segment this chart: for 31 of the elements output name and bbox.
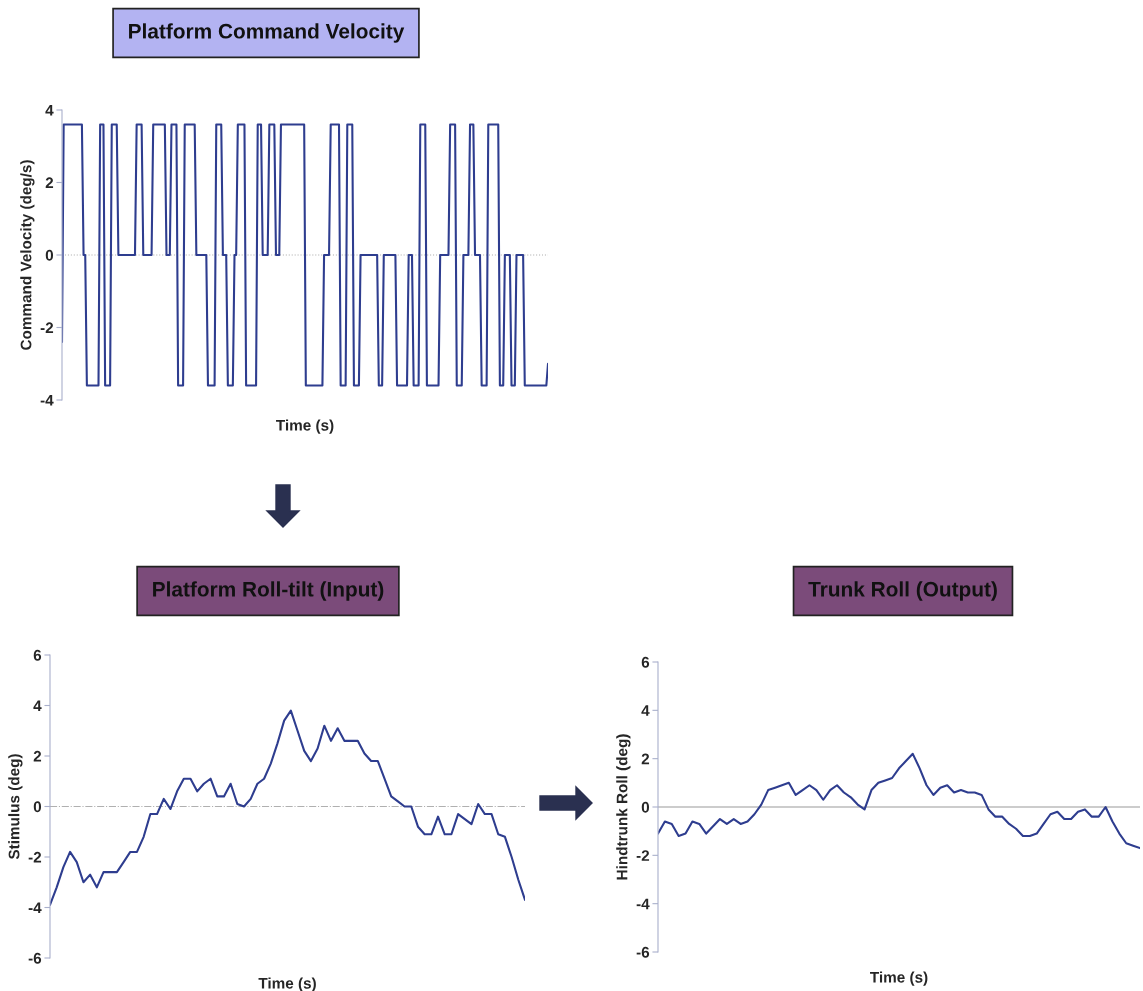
y-axis-title: Stimulus (deg) [8, 754, 23, 860]
y-tick-label: 2 [45, 177, 54, 189]
y-tick-label: -2 [636, 850, 650, 861]
line-series [658, 752, 1140, 850]
y-tick-label: -4 [40, 395, 54, 406]
y-tick-label: -2 [40, 322, 54, 334]
y-axis-title: Command Velocity (deg/s) [20, 160, 35, 350]
y-tick-label: -4 [636, 898, 650, 910]
y-tick-label: -6 [28, 952, 42, 964]
line-series [50, 709, 525, 907]
x-axis-title: Time (s) [870, 971, 928, 986]
x-axis-title: Time (s) [276, 419, 334, 434]
chart-title: Platform Command Velocity [129, 23, 405, 43]
y-tick-label: -6 [636, 946, 650, 958]
x-axis-title: Time (s) [258, 977, 316, 991]
y-tick-label: 4 [33, 700, 42, 712]
y-tick-label: 4 [45, 105, 54, 116]
y-axis-title: Hindtrunk Roll (deg) [616, 734, 631, 880]
y-tick-label: -4 [28, 902, 42, 914]
chart-title: Trunk Roll (Output) [808, 581, 997, 601]
y-tick-label: 0 [45, 249, 54, 261]
y-tick-label: 2 [641, 753, 650, 765]
y-tick-label: 6 [33, 649, 42, 661]
y-tick-label: -2 [28, 851, 42, 863]
chart-title: Platform Roll-tilt (Input) [153, 581, 384, 601]
y-tick-label: 2 [33, 750, 42, 762]
y-tick-label: 0 [33, 801, 42, 813]
y-tick-label: 4 [641, 705, 650, 716]
y-tick-label: 6 [641, 656, 650, 668]
line-series [62, 123, 548, 387]
y-tick-label: 0 [641, 801, 650, 813]
